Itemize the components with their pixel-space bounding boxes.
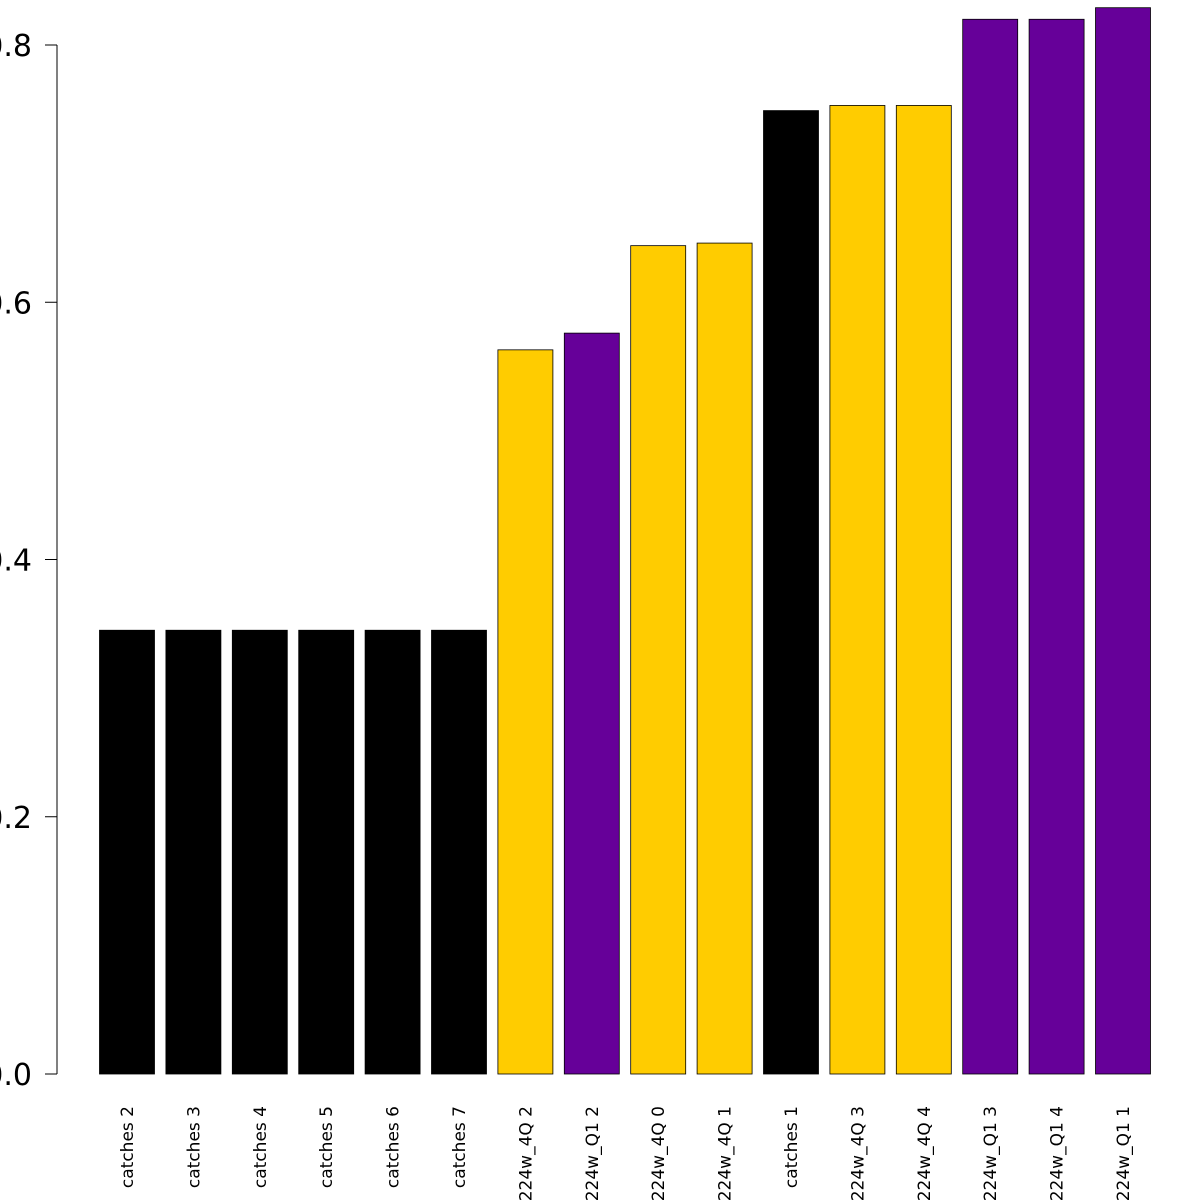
bar — [563, 332, 620, 1075]
bar — [99, 629, 155, 1075]
x-tick-label: catches 3 — [184, 1106, 204, 1188]
bar — [298, 629, 355, 1075]
x-tick-label: catches 6 — [384, 1106, 404, 1188]
x-tick-label: 224w_4Q 3 — [848, 1106, 868, 1200]
y-tick-label: 0.2 — [0, 801, 32, 836]
y-tick-label: 0.0 — [0, 1058, 32, 1093]
bar — [497, 349, 554, 1075]
y-axis: 0.0 0.2 0.4 0.6 0.8 — [0, 29, 58, 1093]
bar — [829, 105, 886, 1075]
bar — [1095, 7, 1151, 1075]
bar — [895, 105, 952, 1075]
bar — [431, 629, 487, 1075]
bar — [630, 245, 687, 1075]
bar — [165, 629, 222, 1075]
y-tick-label: 0.6 — [0, 286, 32, 321]
bar — [1028, 18, 1085, 1075]
x-tick-label: catches 1 — [782, 1106, 802, 1188]
y-tick-label: 0.8 — [0, 29, 32, 64]
x-tick-label: 224w_Q1 1 — [1114, 1106, 1134, 1200]
x-tick-label: 224w_Q1 2 — [583, 1106, 603, 1200]
x-tick-label: 224w_Q1 3 — [981, 1106, 1001, 1200]
bar — [962, 18, 1019, 1075]
bars — [99, 7, 1151, 1075]
x-tick-label: 224w_4Q 1 — [716, 1106, 736, 1200]
x-tick-label: 224w_Q1 4 — [1048, 1106, 1068, 1200]
x-tick-label: catches 7 — [450, 1106, 470, 1188]
x-tick-label: catches 5 — [317, 1106, 337, 1188]
x-tick-label: catches 2 — [118, 1106, 138, 1188]
bar — [364, 629, 421, 1075]
y-tick-label: 0.4 — [0, 544, 32, 579]
x-tick-label: 224w_4Q 2 — [516, 1106, 536, 1200]
bar — [231, 629, 288, 1075]
x-tick-label: catches 4 — [251, 1106, 271, 1188]
x-tick-label: 224w_4Q 0 — [649, 1106, 669, 1200]
bar — [696, 242, 753, 1075]
x-axis-labels: catches 2 catches 3 catches 4 catches 5 catc… — [118, 1106, 1134, 1200]
bar — [763, 110, 819, 1075]
x-tick-label: 224w_4Q 4 — [915, 1106, 935, 1200]
